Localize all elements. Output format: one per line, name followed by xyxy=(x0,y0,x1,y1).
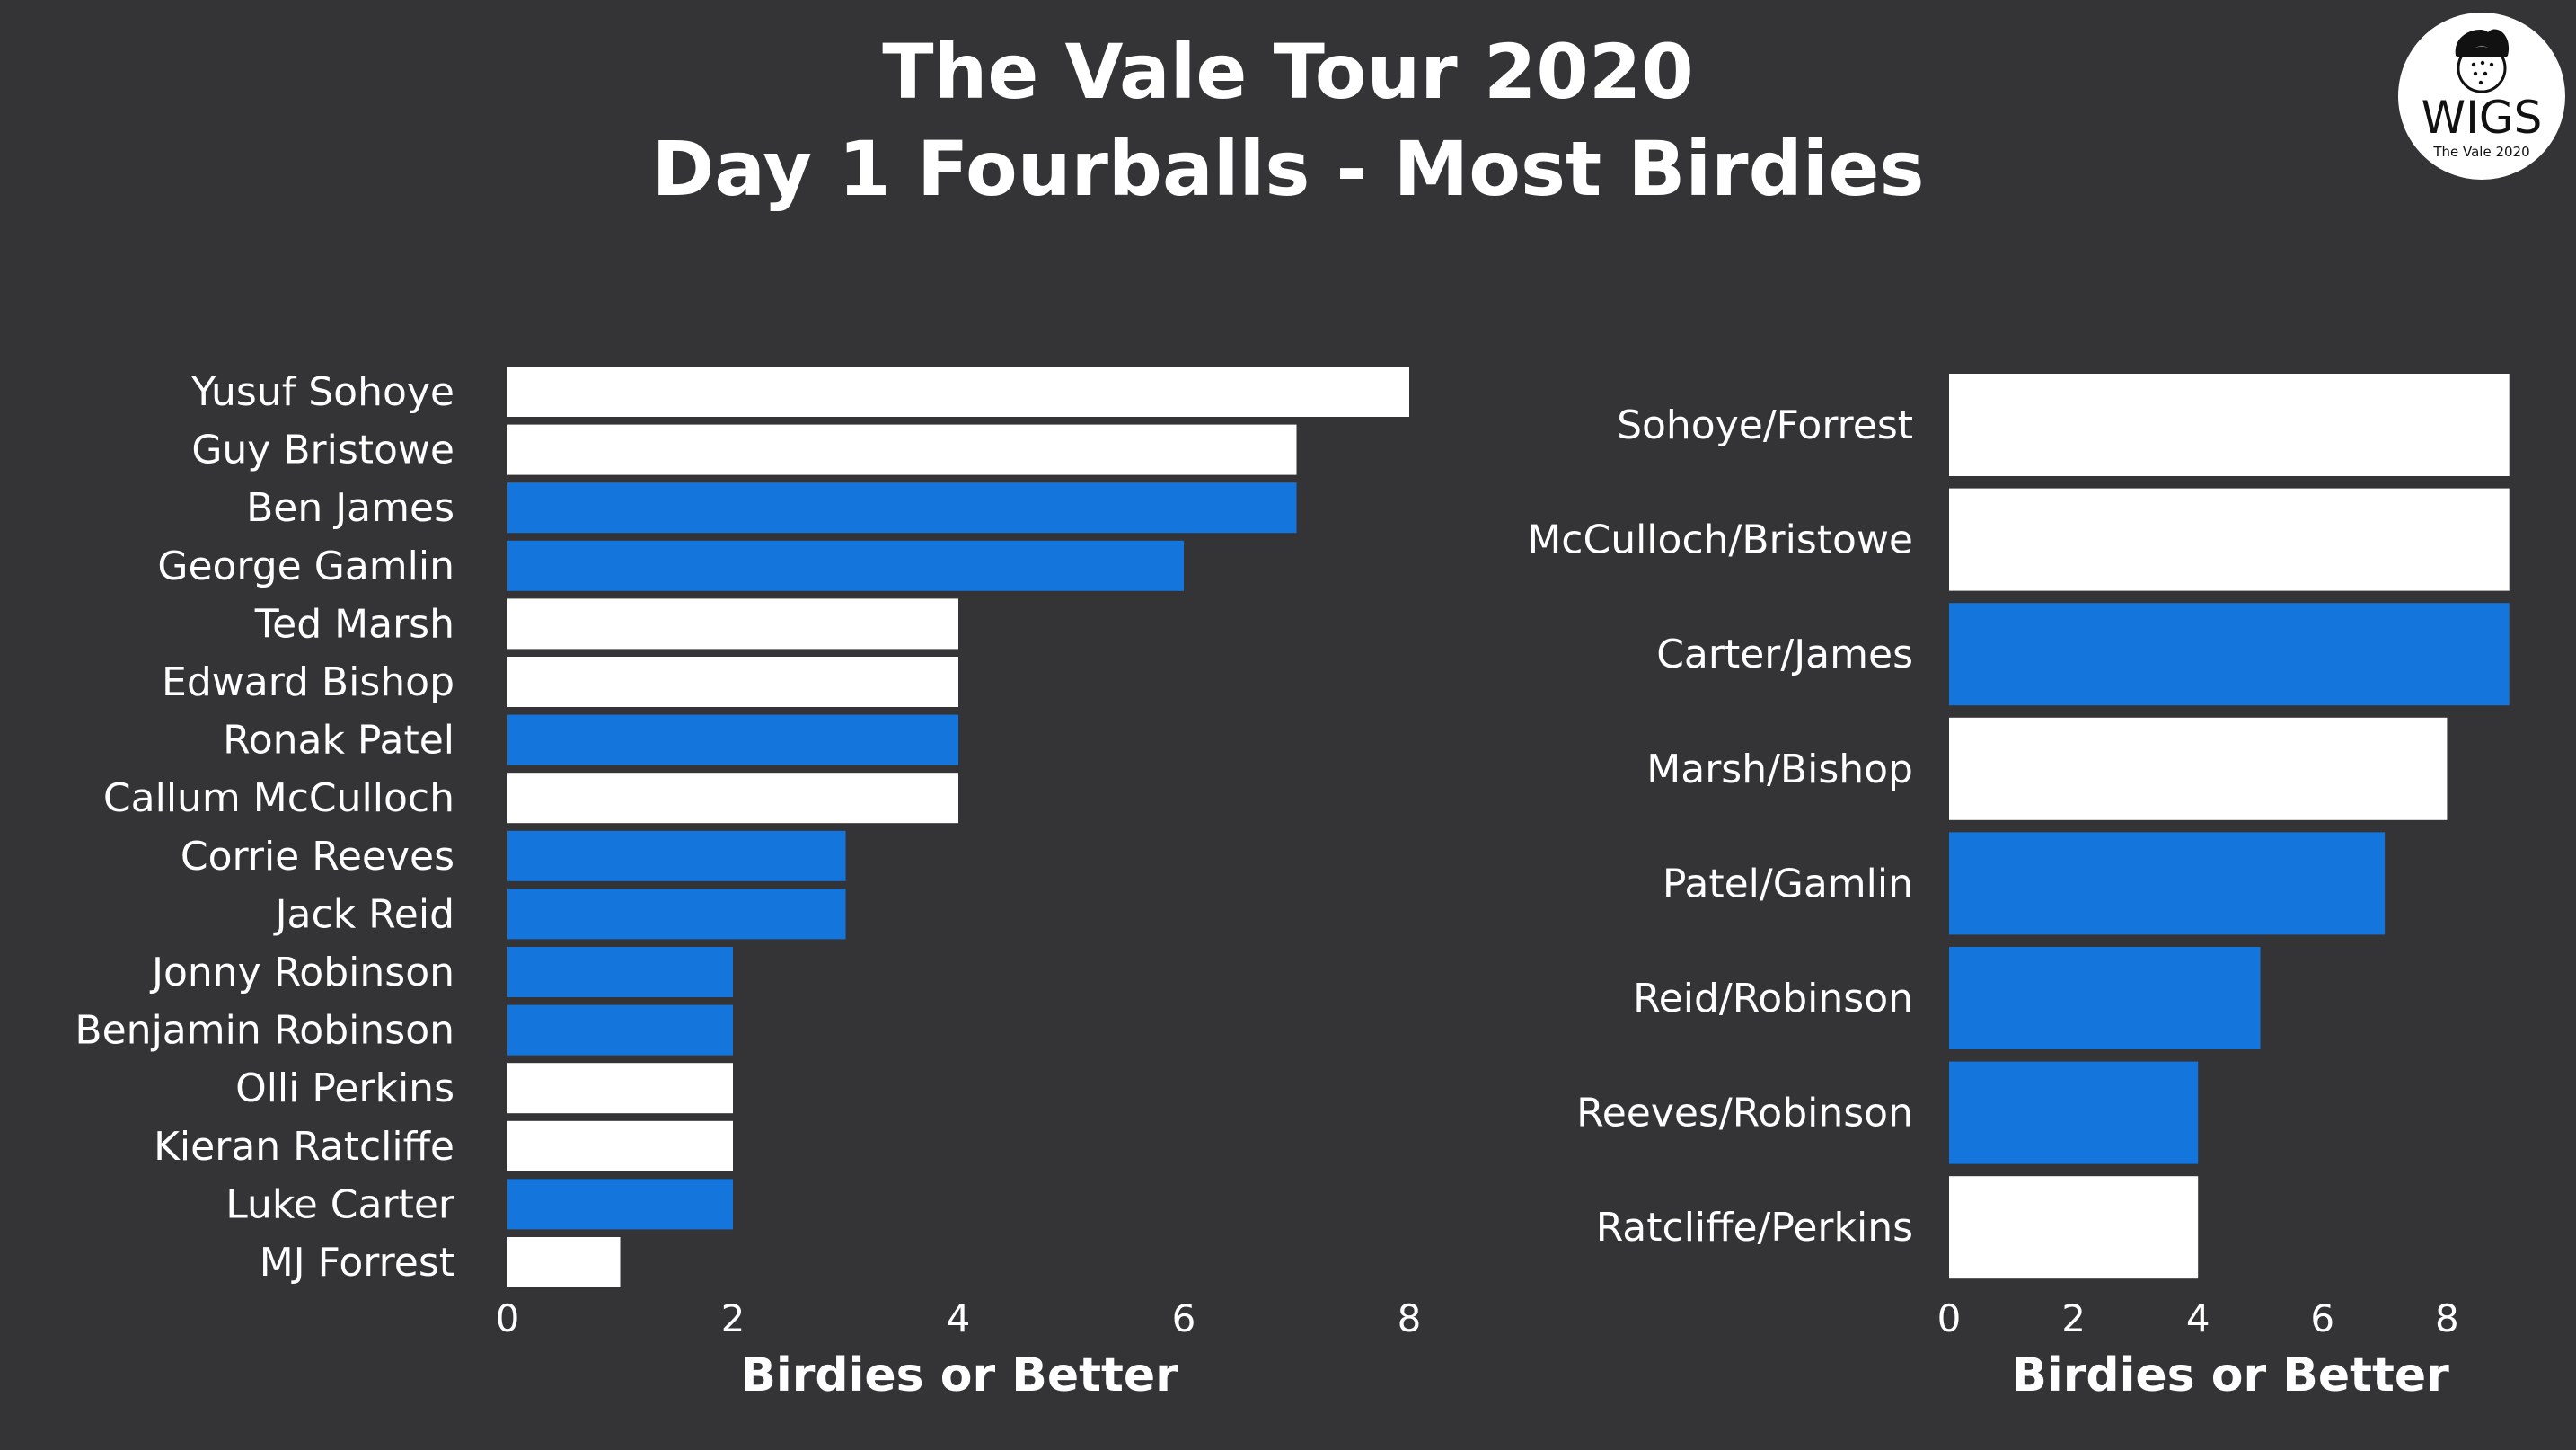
category-label: Jonny Robinson xyxy=(149,950,454,995)
category-label: Reid/Robinson xyxy=(1633,976,1913,1021)
bar-2-5 xyxy=(1949,947,2261,1049)
x-tick-label: 8 xyxy=(1398,1296,1422,1340)
category-label: Olli Perkins xyxy=(235,1065,454,1111)
x-axis-title: Birdies or Better xyxy=(740,1348,1178,1402)
category-label: Callum McCulloch xyxy=(103,775,454,821)
logo-text: WIGS xyxy=(2422,92,2543,144)
category-label: Ben James xyxy=(246,485,454,531)
bar-1-3 xyxy=(507,540,1184,591)
bar-1-7 xyxy=(507,773,958,824)
category-label: McCulloch/Bristowe xyxy=(1527,517,1913,563)
category-label: Luke Carter xyxy=(225,1181,455,1227)
bar-1-0 xyxy=(507,367,1409,417)
category-label: Jack Reid xyxy=(273,891,454,937)
category-label: Marsh/Bishop xyxy=(1646,747,1913,792)
x-tick-label: 0 xyxy=(1937,1296,1962,1340)
category-label: Kieran Ratcliffe xyxy=(154,1124,454,1170)
bar-1-4 xyxy=(507,598,958,650)
golf-ball-head-icon: WIGS The Vale 2020 xyxy=(2422,29,2543,160)
bar-1-6 xyxy=(507,714,958,765)
chart-2: Sohoye/Forrest McCulloch/Bristowe Carter/J… xyxy=(1527,374,2510,1402)
bar-1-14 xyxy=(507,1179,733,1230)
bar-1-9 xyxy=(507,889,846,940)
category-label: Ted Marsh xyxy=(254,601,454,647)
category-label: MJ Forrest xyxy=(260,1240,454,1286)
x-tick-label: 0 xyxy=(496,1296,520,1340)
wigs-logo: WIGS The Vale 2020 xyxy=(2398,13,2565,180)
logo-subtext: The Vale 2020 xyxy=(2432,144,2529,160)
bar-1-1 xyxy=(507,424,1297,475)
chart-1: Yusuf Sohoye Guy Bristowe Ben James George … xyxy=(75,367,1421,1402)
category-label: Ratcliffe/Perkins xyxy=(1596,1205,1913,1251)
bar-1-2 xyxy=(507,482,1297,534)
bar-2-3 xyxy=(1949,717,2448,820)
category-label: Benjamin Robinson xyxy=(75,1008,454,1054)
bar-2-0 xyxy=(1949,374,2510,476)
chart-title-line-2: Day 1 Fourballs - Most Birdies xyxy=(651,125,1925,213)
category-label: Reeves/Robinson xyxy=(1576,1091,1913,1136)
bar-2-6 xyxy=(1949,1061,2199,1164)
chart-title-line-1: The Vale Tour 2020 xyxy=(882,28,1694,116)
bar-1-10 xyxy=(507,947,733,997)
bar-1-11 xyxy=(507,1004,733,1056)
x-tick-label: 4 xyxy=(2186,1296,2210,1340)
x-tick-label: 4 xyxy=(947,1296,971,1340)
category-label: Sohoye/Forrest xyxy=(1617,402,1913,448)
bar-2-2 xyxy=(1949,603,2510,706)
bar-2-1 xyxy=(1949,488,2510,591)
bar-1-12 xyxy=(507,1063,733,1114)
x-tick-label: 2 xyxy=(721,1296,745,1340)
x-tick-label: 6 xyxy=(1172,1296,1196,1340)
x-tick-label: 6 xyxy=(2310,1296,2334,1340)
category-label: Carter/James xyxy=(1656,632,1913,677)
bar-1-8 xyxy=(507,830,846,881)
x-axis-title: Birdies or Better xyxy=(2011,1348,2449,1402)
bar-1-5 xyxy=(507,657,958,707)
category-label: George Gamlin xyxy=(157,544,454,589)
bar-1-13 xyxy=(507,1120,733,1171)
category-label: Corrie Reeves xyxy=(181,834,454,880)
bar-1-15 xyxy=(507,1237,621,1287)
category-label: Edward Bishop xyxy=(162,659,454,705)
bar-2-7 xyxy=(1949,1176,2199,1279)
x-tick-label: 2 xyxy=(2061,1296,2086,1340)
category-label: Patel/Gamlin xyxy=(1663,861,1913,906)
x-tick-label: 8 xyxy=(2435,1296,2459,1340)
category-label: Ronak Patel xyxy=(223,718,454,764)
category-label: Yusuf Sohoye xyxy=(190,369,454,415)
category-label: Guy Bristowe xyxy=(191,428,454,473)
bar-2-4 xyxy=(1949,832,2386,935)
